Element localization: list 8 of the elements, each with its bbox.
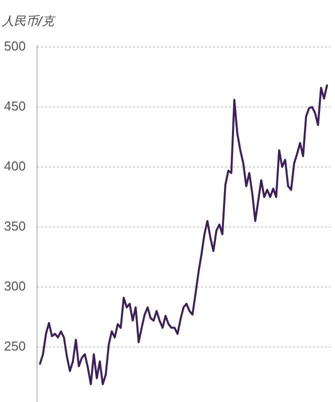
y-tick-label: 300: [4, 278, 26, 294]
y-tick-label: 250: [4, 338, 26, 354]
y-tick-label: 500: [4, 38, 26, 54]
y-axis-title: 人民币/克: [1, 14, 56, 28]
line-series: [39, 84, 328, 386]
y-tick-label: 350: [4, 218, 26, 234]
y-tick-label: 400: [4, 158, 26, 174]
y-tick-label: 450: [4, 98, 26, 114]
